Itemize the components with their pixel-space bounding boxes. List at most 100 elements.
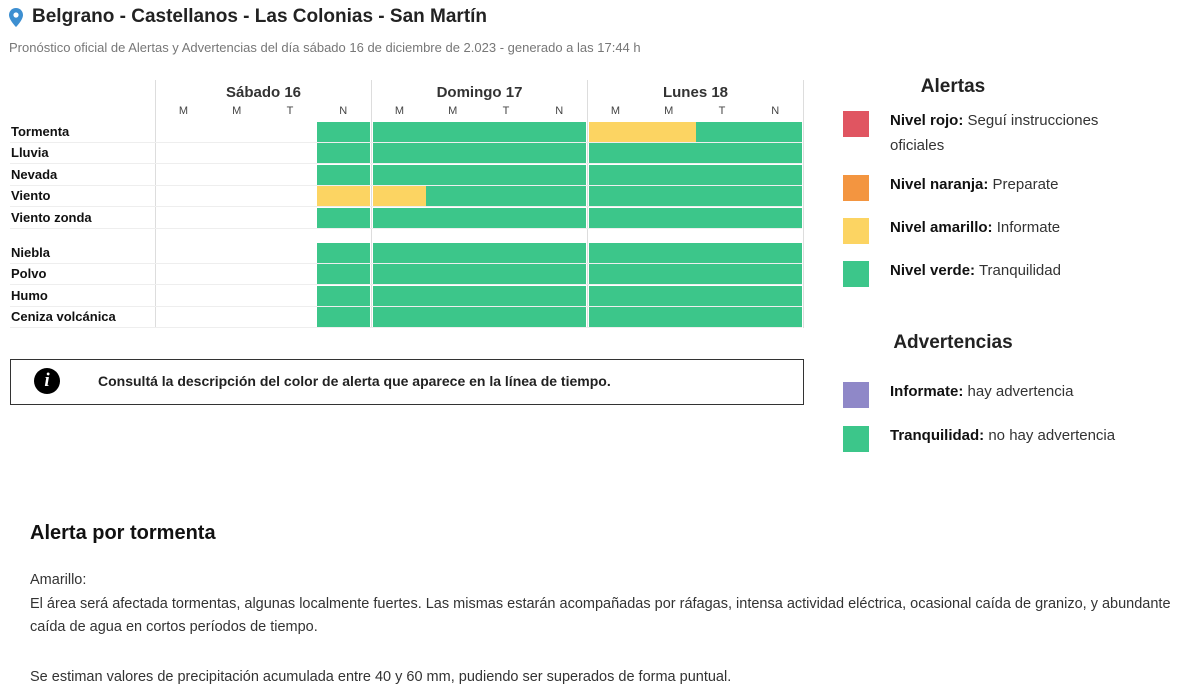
row-label: Viento [11,188,51,204]
day-header: Lunes 18 [662,84,729,101]
period-label: T [718,105,726,117]
legend-text: hay advertencia [967,383,1074,400]
section-title: Alerta por tormenta [30,522,216,544]
alert-cell [532,143,586,164]
paragraph: Se estiman valores de precipitación acum… [30,669,732,685]
alert-cell [589,207,643,228]
row-line [10,327,802,329]
alert-cell [426,285,480,306]
alert-cell [479,307,533,328]
legend-swatch [843,111,869,137]
alert-cell [373,264,427,285]
alert-cell [642,285,696,306]
alert-cell [748,143,802,164]
alert-cell [316,143,370,164]
alert-cell [642,207,696,228]
alert-cell [695,122,749,142]
alert-cell [426,307,480,328]
info-icon: i [34,368,60,394]
alert-cell [373,243,427,263]
legend-swatch [843,382,869,408]
legend-item: Informate: hay advertencia [890,379,1120,404]
legend-label: Nivel rojo: [890,112,964,129]
column-separator [155,80,156,328]
alert-cell [532,207,586,228]
alert-cell [695,307,749,328]
alert-cell [748,122,802,142]
period-label: T [286,105,294,117]
alert-cell [426,264,480,285]
legend-swatch [843,261,869,287]
alert-cell [748,164,802,185]
alert-cell [589,164,643,185]
row-line [10,142,802,143]
row-line [10,206,802,208]
alert-cell [532,264,586,285]
alert-cell [532,243,586,263]
legend-swatch [843,218,869,244]
row-line [10,305,802,307]
legend-text: Preparate [992,176,1059,193]
period-label: M [664,105,674,117]
period-label: N [339,105,348,117]
legend-title: Advertencias [893,332,1013,353]
legend-label: Nivel verde: [890,262,976,279]
legend-item: Nivel rojo: Seguí instrucciones oficiale… [890,108,1120,158]
alert-cell [426,186,480,207]
row-label: Viento zonda [11,209,92,225]
alert-cell [373,186,427,207]
legend-swatch [843,426,869,452]
alert-cell [589,186,643,207]
row-label: Humo [11,287,48,303]
alert-cell [479,243,533,263]
period-label: M [394,105,405,117]
alert-cell [589,307,643,328]
legend-label: Informate: [890,383,964,400]
alert-cell [479,164,533,185]
legend-label: Nivel naranja: [890,176,989,193]
alert-cell [642,164,696,185]
alert-cell [373,307,427,328]
alert-cell [642,264,696,285]
alert-cell [373,285,427,306]
alert-cell [373,122,427,142]
period-label: T [502,105,510,117]
legend-text: Tranquilidad [978,262,1061,279]
level: Amarillo: [30,572,87,588]
location-pin [9,8,23,27]
alert-cell [426,143,480,164]
alert-cell [748,243,802,263]
legend-item: Nivel naranja: Preparate [890,172,1120,197]
period-label: N [555,105,564,117]
alert-cell [642,143,696,164]
alert-cell [426,207,480,228]
period-label: M [610,105,621,117]
alert-cell [479,207,533,228]
legend-swatch [843,175,869,201]
alert-cell [316,186,370,207]
row-line [10,227,802,229]
alert-cell [316,307,370,328]
period-label: M [448,105,458,117]
row-line [10,184,802,186]
alert-cell [479,143,533,164]
legend-item: Nivel amarillo: Informate [890,215,1120,240]
alert-cell [316,243,370,263]
alert-cell [695,164,749,185]
day-header: Sábado 16 [225,84,302,101]
alert-cell [695,143,749,164]
alert-cell [589,143,643,164]
legend-title: Alertas [920,76,986,97]
alert-cell [589,264,643,285]
alert-cell [695,207,749,228]
alert-cell [589,285,643,306]
period-label: N [771,105,780,117]
period-label: M [178,105,189,117]
row-line [10,163,802,165]
legend-text: no hay advertencia [988,427,1116,444]
alert-cell [748,307,802,328]
legend-label: Tranquilidad: [890,427,985,444]
alert-cell [748,207,802,228]
alert-cell [532,285,586,306]
